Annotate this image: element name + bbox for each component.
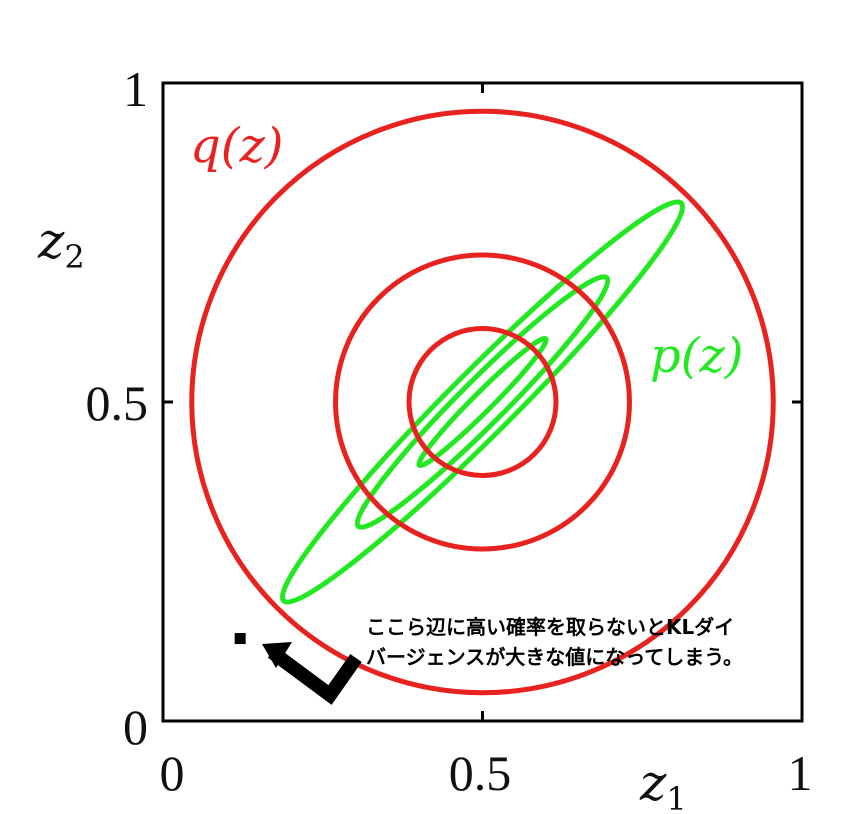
q-contour-2 (333, 252, 632, 552)
x-axis-label: z1 (639, 754, 687, 814)
y-tick-0: 0 (123, 699, 148, 755)
q-contour-1 (406, 326, 559, 478)
q-label: q(z) (190, 118, 283, 174)
y-axis-label: z2 (37, 212, 85, 276)
annotation-line-1: ここら辺に高い確率を取らないとKLダイ (366, 615, 734, 639)
annotation-arrow-head (262, 642, 292, 668)
p-contour-1 (416, 335, 549, 469)
q-contour-3 (189, 108, 776, 696)
annotation-line-2: バージェンスが大きな値になってしまう。 (366, 645, 743, 669)
x-tick-0: 0 (160, 745, 185, 801)
y-tick-0-5: 0.5 (86, 375, 149, 431)
p-contour-3 (279, 199, 686, 605)
y-tick-1: 1 (123, 61, 148, 117)
x-tick-0-5: 0.5 (449, 745, 512, 801)
p-contours (279, 199, 686, 605)
p-contour-2 (354, 274, 611, 530)
p-label: p(z) (650, 328, 743, 384)
tick-marks (163, 83, 802, 721)
annotation-arrow (267, 646, 362, 705)
x-tick-1: 1 (788, 745, 813, 801)
q-contours (189, 108, 776, 696)
annotation-marker (234, 633, 246, 645)
